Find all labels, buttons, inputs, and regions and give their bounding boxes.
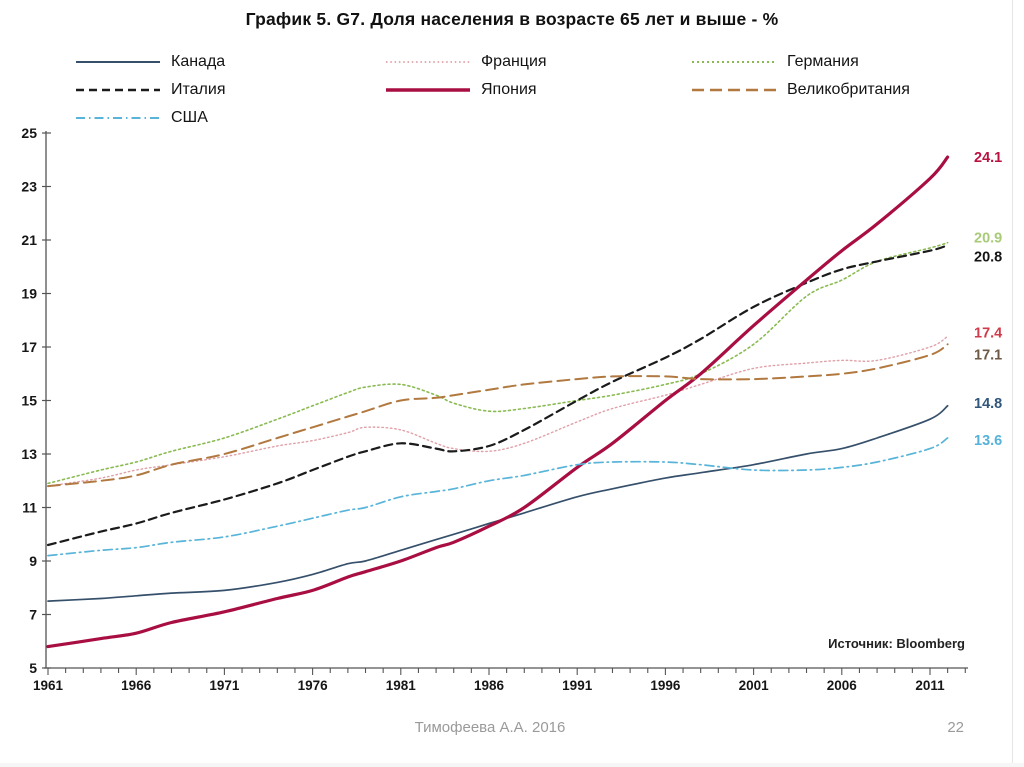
legend-label-italy: Италия: [171, 81, 226, 98]
end-label-usa: 13.6: [974, 433, 1002, 449]
legend-item-uk: Великобритания: [690, 76, 910, 104]
legend-line-swatch-canada: [76, 60, 160, 64]
legend-item-italy: Италия: [74, 76, 225, 104]
legend-column-2: Франция Япония: [384, 48, 547, 104]
legend-item-germany: Германия: [690, 48, 910, 76]
y-tick-label: 19: [21, 286, 37, 302]
y-tick-label: 11: [22, 500, 37, 516]
series-line-japan: [46, 155, 950, 649]
legend-label-france: Франция: [481, 53, 547, 70]
legend-label-germany: Германия: [787, 53, 859, 70]
legend-line-swatch-germany: [692, 61, 776, 63]
legend-line-swatch-uk: [692, 88, 776, 92]
x-tick-label: 2011: [915, 678, 945, 693]
end-label-uk: 17.1: [974, 347, 1002, 363]
footer-author: Тимофеева А.А. 2016: [414, 719, 566, 736]
x-tick-label: 1996: [650, 678, 681, 693]
x-tick-label: 2001: [739, 678, 770, 693]
x-tick-label: 1986: [474, 678, 505, 693]
y-tick-label: 17: [21, 339, 37, 355]
slide-border-bottom: [0, 763, 1024, 767]
x-tick-label: 1991: [562, 678, 593, 693]
chart-canvas: 5 7 9 11 13 15 17 19 21 23 25 1961 1966 1971 1976 1981 1…: [21, 125, 1002, 693]
source-note: Источник: Bloomberg: [828, 636, 965, 651]
series-line-usa: [47, 437, 949, 557]
legend-label-canada: Канада: [171, 53, 226, 70]
legend-column-3: Германия Великобритания: [690, 48, 910, 104]
legend-line-swatch-usa: [76, 116, 160, 120]
legend-label-japan: Япония: [481, 81, 537, 98]
series-line-canada: [47, 404, 949, 602]
y-tick-label: 9: [29, 553, 37, 569]
y-tick-label: 7: [29, 607, 37, 623]
legend-item-japan: Япония: [384, 76, 547, 104]
legend-line-swatch-japan: [386, 88, 470, 92]
slide-border-right: [1012, 0, 1013, 767]
legend-column-1: Канада Италия США: [74, 48, 225, 132]
x-tick-label: 1981: [386, 678, 417, 693]
y-tick-label: 23: [21, 179, 37, 195]
x-tick-label: 1971: [209, 678, 240, 693]
end-label-japan: 24.1: [974, 150, 1002, 166]
legend-item-usa: США: [74, 104, 225, 132]
y-tick-label: 21: [21, 232, 37, 248]
y-tick-label: 25: [21, 125, 37, 141]
y-tick-label: 5: [29, 660, 37, 676]
series-line-germany: [47, 241, 949, 485]
series-line-italy: [46, 244, 949, 547]
end-label-france: 17.4: [974, 325, 1002, 341]
y-tick-label: 13: [21, 446, 37, 462]
series-line-france: [47, 335, 949, 487]
end-label-italy: 20.8: [974, 249, 1002, 265]
x-tick-label: 2006: [827, 678, 858, 693]
end-label-germany: 20.9: [974, 231, 1002, 247]
x-tick-label: 1976: [298, 678, 329, 693]
series-line-uk: [47, 343, 949, 488]
legend-line-swatch-italy: [76, 88, 160, 92]
legend-item-france: Франция: [384, 48, 547, 76]
legend-label-usa: США: [171, 109, 208, 126]
y-tick-label: 15: [21, 393, 37, 409]
end-label-canada: 14.8: [974, 396, 1002, 412]
x-tick-label: 1961: [33, 678, 64, 693]
x-tick-label: 1966: [121, 678, 152, 693]
legend-item-canada: Канада: [74, 48, 225, 76]
chart-title: График 5. G7. Доля населения в возрасте …: [245, 9, 779, 29]
footer-page-number: 22: [947, 719, 964, 736]
legend-label-uk: Великобритания: [787, 81, 910, 98]
legend-line-swatch-france: [386, 61, 470, 63]
